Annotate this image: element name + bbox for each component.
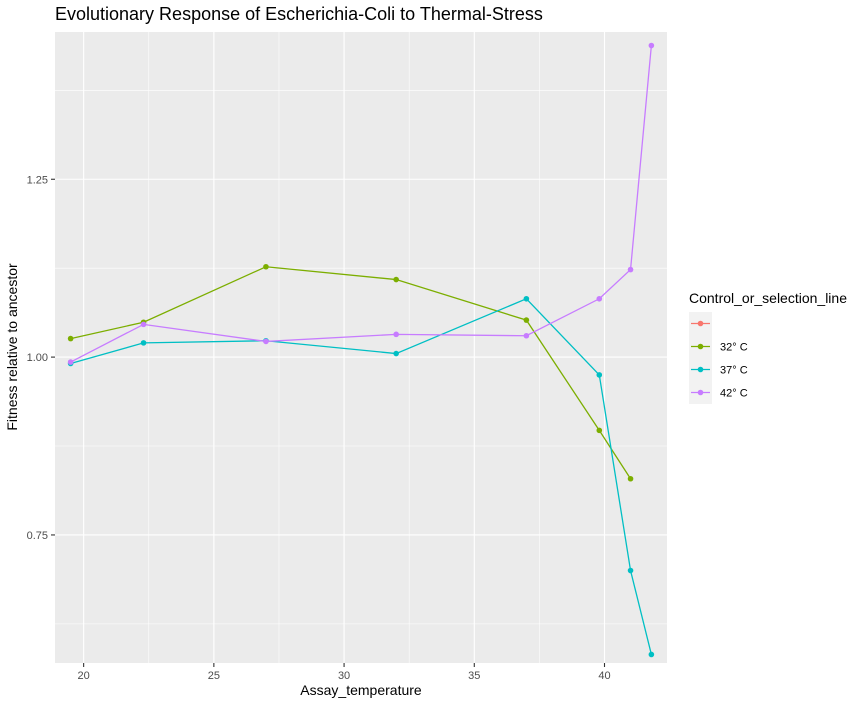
data-point-3-0 [67, 359, 74, 365]
x-tick-label-3: 35 [468, 670, 480, 682]
series-line-2 [70, 297, 653, 655]
y-tick-label-2: 1.25 [27, 174, 48, 186]
chart-title: Evolutionary Response of Escherichia-Col… [55, 4, 543, 24]
legend-label-1: 32° C [720, 342, 748, 354]
data-point-3-6 [627, 266, 634, 273]
series-3 [67, 42, 655, 365]
series-layer [67, 42, 655, 658]
legend-item-0 [689, 312, 712, 335]
legend-label-2: 37° C [720, 365, 748, 377]
legend-key-point-2 [697, 366, 704, 373]
data-point-1-0 [67, 335, 74, 342]
data-point-2-7 [648, 651, 655, 658]
plot-panel [55, 32, 667, 663]
data-point-3-3 [393, 331, 399, 338]
y-tick-label-1: 1.00 [27, 352, 48, 364]
x-axis: 20 25 30 35 40 [78, 663, 611, 682]
y-tick-label-0: 0.75 [27, 530, 48, 542]
legend-key-point-1 [697, 343, 704, 350]
y-axis: 0.75 1.00 1.25 [27, 174, 55, 542]
series-line-3 [70, 45, 653, 363]
data-point-1-3 [393, 276, 399, 283]
data-point-2-6 [627, 567, 634, 574]
data-point-2-3 [393, 350, 399, 357]
x-tick-label-4: 40 [598, 670, 610, 682]
data-point-3-2 [263, 338, 269, 345]
data-point-1-5 [596, 427, 603, 434]
data-point-2-4 [523, 295, 530, 302]
x-axis-title: Assay_temperature [300, 682, 422, 698]
legend-key-point-0 [697, 320, 704, 327]
legend-label-3: 42° C [720, 388, 748, 400]
legend-item-3: 42° C [689, 381, 748, 404]
grid-major [55, 32, 667, 663]
data-point-3-1 [140, 321, 147, 328]
data-point-2-1 [140, 340, 147, 346]
data-point-1-6 [627, 475, 634, 482]
x-tick-label-0: 20 [78, 670, 90, 682]
legend-key-point-3 [697, 389, 704, 396]
y-axis-title: Fitness relative to ancestor [4, 263, 20, 431]
data-point-3-4 [523, 332, 530, 339]
legend-item-1: 32° C [689, 335, 748, 358]
data-point-3-5 [596, 295, 603, 302]
x-tick-label-2: 30 [338, 670, 350, 682]
x-tick-label-1: 25 [208, 670, 220, 682]
data-point-1-2 [263, 263, 269, 270]
legend-item-2: 37° C [689, 358, 748, 381]
data-point-2-5 [596, 372, 603, 378]
legend-title: Control_or_selection_line [689, 290, 847, 306]
data-point-1-4 [523, 317, 530, 323]
data-point-3-7 [648, 42, 655, 49]
legend: Control_or_selection_line 32° C 37° C 42° … [689, 290, 847, 404]
